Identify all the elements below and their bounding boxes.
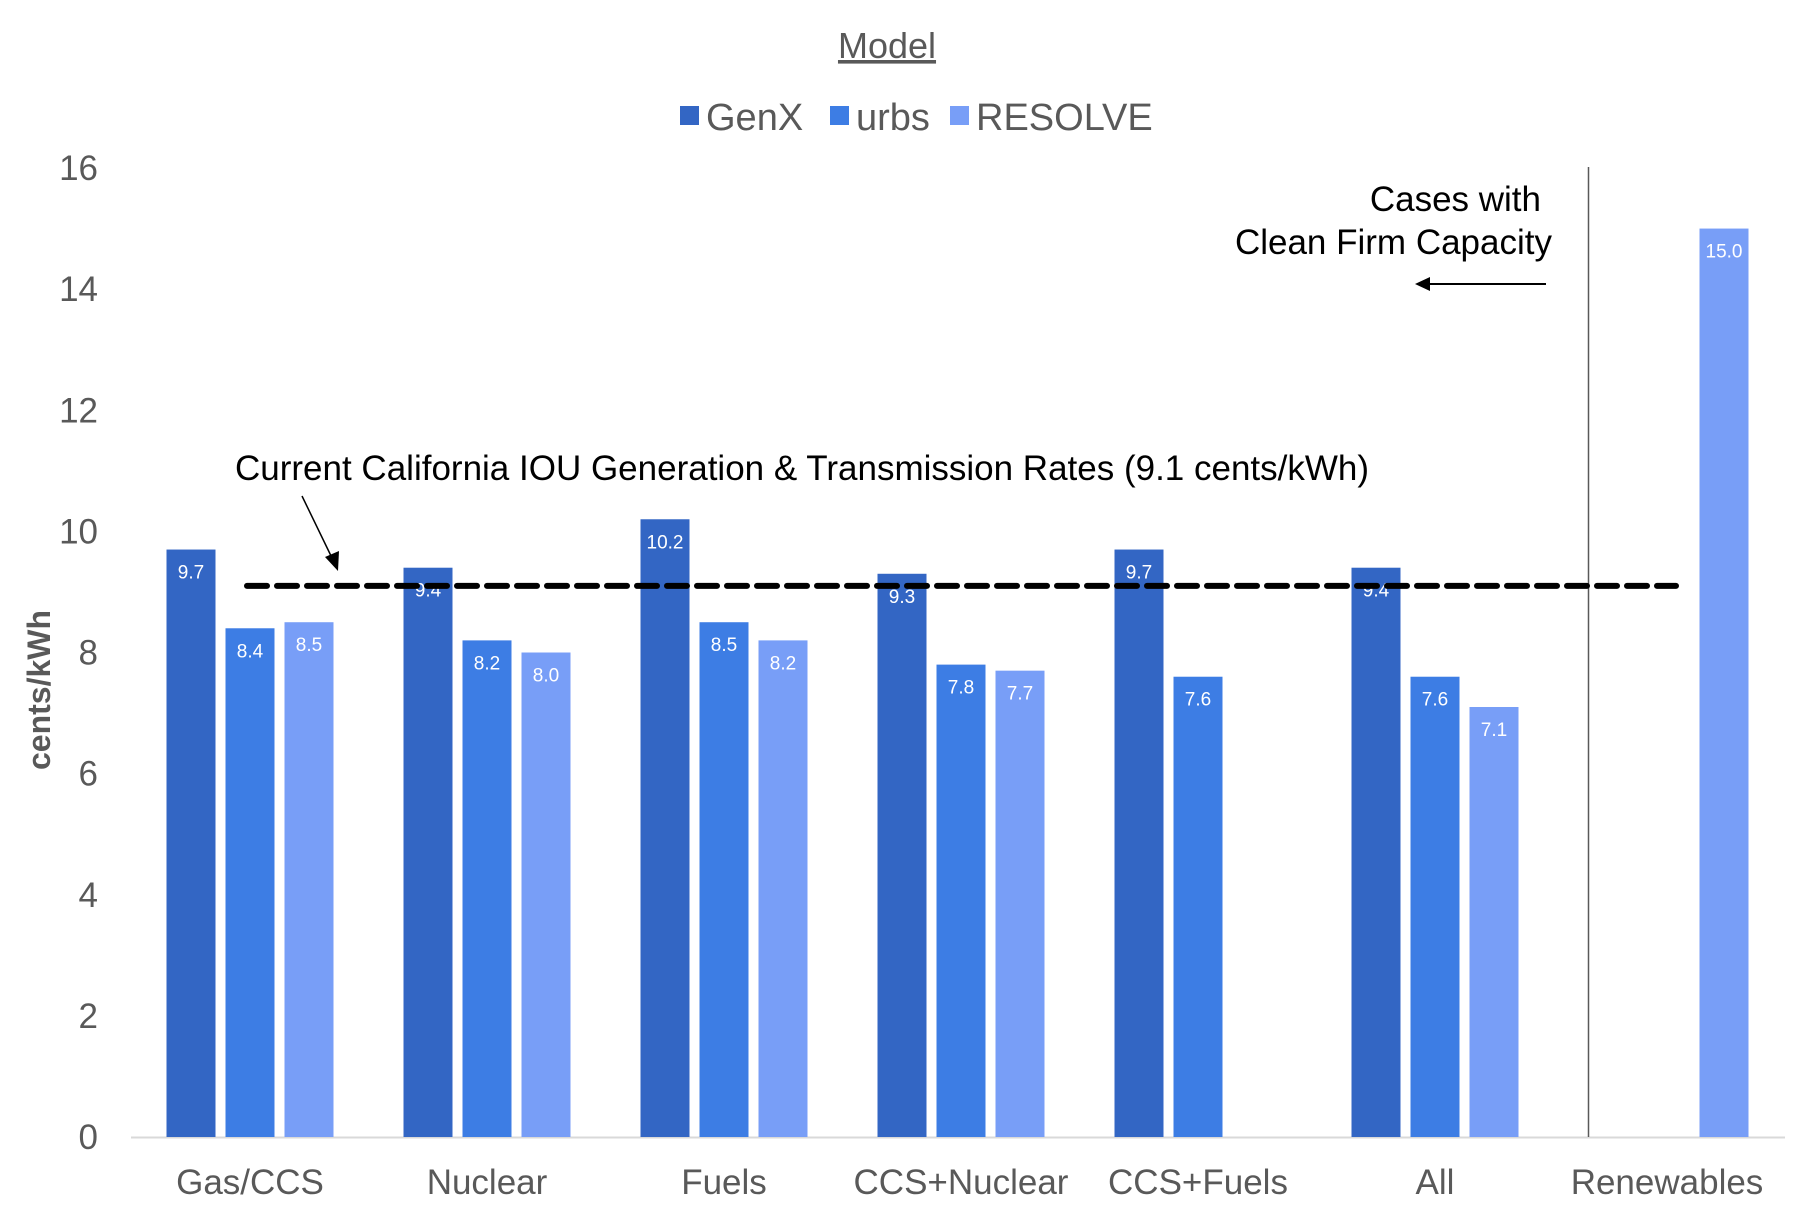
bar-genx xyxy=(403,567,453,1137)
data-label: 7.1 xyxy=(1481,720,1507,741)
bars: 9.78.4 8.59.48.28.010.28.58.29.37.8 7.79.7… xyxy=(166,228,1749,1137)
legend-title: Model xyxy=(838,25,936,66)
bar-urbs xyxy=(462,640,512,1137)
bar-resolve xyxy=(758,640,808,1137)
legend-swatch-resolve xyxy=(950,106,969,125)
legend-swatch-urbs xyxy=(830,106,849,125)
bar-genx xyxy=(166,549,216,1137)
y-tick-label: 16 xyxy=(59,149,98,188)
y-tick-label: 12 xyxy=(59,391,98,430)
legend-label-urbs: urbs xyxy=(856,97,930,139)
legend-label-resolve: RESOLVE xyxy=(976,97,1153,139)
legend: GenX urbs RESOLVE xyxy=(680,97,1153,139)
y-tick-label: 2 xyxy=(79,997,98,1036)
bar-genx xyxy=(1351,567,1401,1137)
data-label: 15.0 xyxy=(1706,242,1743,263)
y-tick-label: 0 xyxy=(79,1118,98,1157)
data-label: 8.5 xyxy=(296,635,322,656)
bar-resolve xyxy=(995,670,1045,1137)
bar-genx xyxy=(640,519,690,1137)
x-tick-label: Fuels xyxy=(681,1163,767,1202)
bar-urbs xyxy=(936,664,986,1137)
data-label: 8.2 xyxy=(474,653,500,674)
y-axis-ticks: 0 2 4 6 8 10 12 14 16 xyxy=(59,149,98,1157)
reference-arrow-line xyxy=(301,495,334,561)
arrow-head-icon xyxy=(325,551,339,571)
x-tick-label: Gas/CCS xyxy=(176,1163,324,1202)
clean-firm-arrow xyxy=(1415,277,1546,291)
data-label: 10.2 xyxy=(647,532,684,553)
left-arrow-head-icon xyxy=(1415,277,1430,291)
y-axis-label: cents/kWh xyxy=(21,610,57,770)
data-label: 8.4 xyxy=(237,641,264,662)
bar-resolve xyxy=(1469,707,1519,1137)
y-tick-label: 10 xyxy=(59,512,98,551)
data-label: 7.6 xyxy=(1185,690,1211,711)
reference-arrow xyxy=(301,495,339,571)
bar-urbs xyxy=(1410,676,1460,1137)
x-tick-label: CCS+Nuclear xyxy=(854,1163,1069,1202)
bar-urbs xyxy=(1173,676,1223,1137)
data-label: 7.7 xyxy=(1007,684,1033,705)
y-tick-label: 6 xyxy=(79,755,98,794)
data-label: 8.5 xyxy=(711,635,737,656)
y-tick-label: 8 xyxy=(79,634,98,673)
x-tick-label: Nuclear xyxy=(427,1163,548,1202)
x-tick-label: Renewables xyxy=(1571,1163,1764,1202)
data-label: 9.3 xyxy=(889,587,915,608)
bar-resolve xyxy=(521,652,571,1137)
data-label: 9.7 xyxy=(178,563,204,584)
y-tick-label: 4 xyxy=(79,876,98,915)
bar-urbs xyxy=(225,628,275,1137)
legend-swatch-genx xyxy=(680,106,699,125)
bar-resolve xyxy=(1699,228,1749,1137)
bar-genx xyxy=(877,573,927,1137)
bar-resolve xyxy=(284,622,334,1137)
x-axis-categories: Gas/CCS Nuclear Fuels CCS+Nuclear CCS+Fuels A… xyxy=(176,1163,1763,1202)
clean-firm-annotation-line2: Clean Firm Capacity xyxy=(1235,223,1553,262)
x-tick-label: CCS+Fuels xyxy=(1108,1163,1288,1202)
data-label: 9.7 xyxy=(1126,563,1152,584)
y-tick-label: 14 xyxy=(59,270,98,309)
x-tick-label: All xyxy=(1416,1163,1455,1202)
clean-firm-annotation-line1: Cases with xyxy=(1370,180,1541,219)
data-label: 7.6 xyxy=(1422,690,1448,711)
bar-genx xyxy=(1114,549,1164,1137)
reference-line-label: Current California IOU Generation & Tran… xyxy=(235,449,1369,488)
data-label: 8.2 xyxy=(770,653,796,674)
data-label: 8.0 xyxy=(533,666,559,687)
legend-label-genx: GenX xyxy=(706,97,803,139)
bar-urbs xyxy=(699,622,749,1137)
data-label: 7.8 xyxy=(948,678,974,699)
